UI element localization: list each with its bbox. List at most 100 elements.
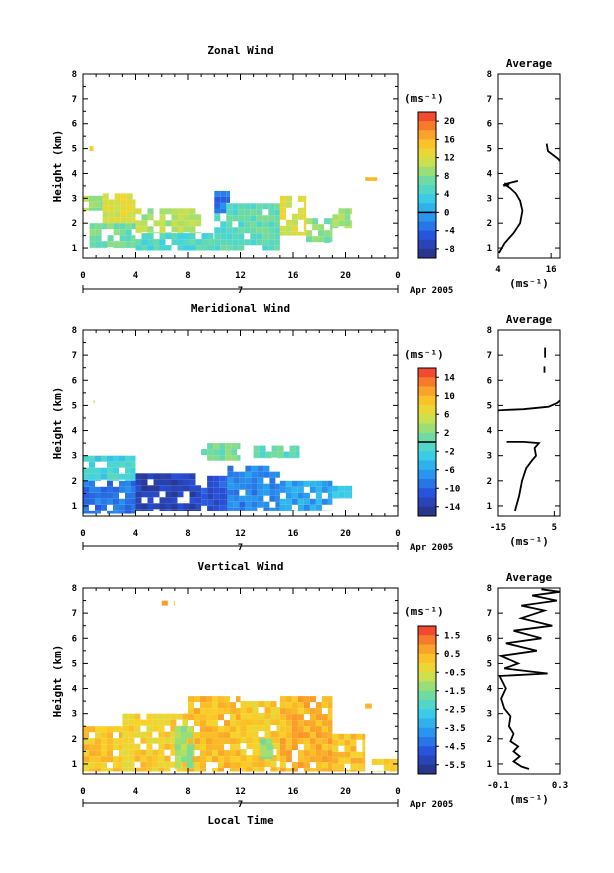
heatmap-cell (226, 233, 233, 240)
heatmap-cell (270, 731, 277, 738)
heatmap-cell (285, 498, 292, 505)
heatmap-cell (165, 473, 172, 480)
heatmap-cell (164, 713, 171, 720)
colorbar-tick-label: 2 (444, 429, 449, 439)
heatmap-cell (83, 486, 89, 493)
heatmap-cell (303, 498, 310, 505)
heatmap-cell (295, 457, 300, 459)
heatmap-cell (119, 726, 123, 733)
heatmap-cell (170, 743, 177, 750)
colorbar-segment (418, 737, 436, 747)
heatmap-cell (332, 739, 339, 746)
heatmap-cell (186, 762, 193, 769)
colorbar-segment (418, 672, 436, 682)
heatmap-cell (256, 203, 263, 210)
heatmap-cell (182, 713, 188, 720)
heatmap-cell (95, 762, 101, 769)
heatmap-cell (230, 714, 236, 721)
heatmap-cell (236, 744, 241, 751)
heatmap-cell (225, 475, 228, 482)
heatmap-cell (95, 732, 101, 739)
heatmap-cell (158, 725, 165, 732)
heatmap-cell (131, 473, 136, 480)
average-profile: Average 1 2 3 4 5 6 7 8 -0.1 0.3(ms⁻¹) (487, 571, 569, 806)
x-tick-label: 0 (395, 271, 400, 281)
heatmap-cell (246, 755, 253, 762)
heatmap-cell (214, 245, 221, 251)
heatmap-cell (146, 743, 153, 750)
heatmap-cell (95, 235, 102, 242)
colorbar-tick-label: 0 (444, 208, 449, 218)
average-y-tick-label: 6 (487, 376, 492, 386)
heatmap-cell (344, 757, 351, 764)
heatmap-cell (350, 220, 353, 227)
heatmap-cell (188, 696, 194, 703)
heatmap-cell (332, 214, 339, 221)
heatmap-cell (107, 467, 113, 474)
heatmap-cell (89, 510, 95, 514)
heatmap-cell (206, 696, 212, 703)
heatmap-cell (95, 201, 101, 208)
heatmap-cell (165, 509, 172, 511)
heatmap-cell (362, 757, 366, 764)
heatmap-cell (200, 714, 206, 721)
heatmap-cell (297, 696, 304, 703)
heatmap-cell (107, 479, 113, 481)
heatmap-cell (327, 762, 333, 769)
average-title: Average (506, 57, 553, 70)
colorbar-unit: (ms⁻¹) (404, 348, 444, 361)
heatmap-cell (140, 761, 147, 768)
heatmap-cell (315, 720, 322, 727)
heatmap-cell (182, 761, 188, 768)
heatmap-cell (264, 707, 271, 714)
heatmap-cell (321, 696, 328, 703)
heatmap-cell (252, 731, 259, 738)
heatmap-cell (119, 480, 125, 487)
heatmap-cell (95, 195, 101, 202)
heatmap-cell (207, 239, 214, 246)
x-tick-label: 0 (80, 271, 85, 281)
heatmap-cell (174, 744, 181, 751)
heatmap-cell (214, 227, 221, 234)
average-y-tick-label: 4 (487, 169, 493, 179)
heatmap-cell (153, 239, 160, 246)
heatmap-cell (350, 226, 353, 229)
heatmap-cell (263, 465, 270, 472)
colorbar-segment (418, 635, 436, 645)
heatmap-cell (321, 720, 328, 727)
heatmap-cell (225, 455, 232, 461)
heatmap-cell (240, 767, 247, 772)
heatmap-cell (158, 737, 165, 744)
heatmap-cell (200, 702, 206, 709)
heatmap-cell (350, 745, 357, 752)
heatmap-cell (245, 471, 252, 478)
average-y-tick-label: 8 (487, 326, 492, 336)
heatmap-cell (83, 455, 89, 462)
heatmap-cell (226, 245, 233, 251)
heatmap-cell (227, 471, 234, 478)
heatmap-cell (113, 762, 119, 769)
heatmap-cell (113, 744, 119, 751)
heatmap-cell (141, 233, 148, 240)
heatmap-cell (218, 750, 224, 757)
heatmap-cell (131, 486, 136, 493)
heatmap-cell (89, 726, 95, 733)
heatmap-cell (206, 750, 212, 757)
heatmap-cell (218, 708, 224, 715)
heatmap-cell (327, 750, 333, 757)
heatmap-cell (89, 146, 94, 152)
heatmap-cell (279, 744, 286, 751)
heatmap-cell (327, 726, 333, 733)
heatmap-cell (344, 485, 351, 492)
heatmap-cell (141, 220, 148, 227)
heatmap-cell (239, 477, 246, 484)
colorbar: 14 10 6 2 -2 -6 -10 -14 (ms⁻¹) (404, 348, 461, 517)
y-tick-label: 6 (72, 376, 77, 386)
heatmap-cell (230, 738, 236, 745)
heatmap-cell (225, 443, 232, 450)
heatmap-cell (246, 737, 253, 744)
average-y-tick-label: 8 (487, 584, 492, 594)
colorbar-segment (418, 248, 436, 259)
heatmap-cell (224, 702, 230, 709)
heatmap-cell (258, 761, 265, 768)
